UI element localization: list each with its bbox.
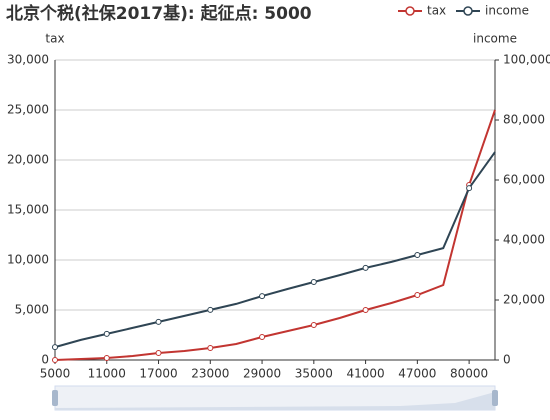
x-tick-label: 29000 xyxy=(243,367,281,381)
point xyxy=(155,318,162,325)
series-line xyxy=(54,151,496,349)
y2-tick-label: 40,000 xyxy=(503,233,545,247)
point xyxy=(207,306,214,313)
x-tick-label: 47000 xyxy=(398,367,436,381)
legend-marker xyxy=(405,6,415,16)
point xyxy=(310,279,317,285)
legend-label: tax xyxy=(427,4,446,18)
y-tick-label: 10,000 xyxy=(7,253,49,267)
y-tick-label: 5,000 xyxy=(15,303,49,317)
point xyxy=(259,334,266,340)
point xyxy=(362,264,369,271)
x-tick-label: 17000 xyxy=(139,367,177,381)
point xyxy=(52,357,58,363)
point xyxy=(52,344,58,351)
point xyxy=(414,292,421,298)
x-tick-label: 11000 xyxy=(88,367,126,381)
data-zoom[interactable] xyxy=(52,385,498,411)
x-tick-label: 5000 xyxy=(40,367,71,381)
point xyxy=(259,293,266,300)
y-tick-label: 30,000 xyxy=(7,53,49,67)
x-tick-label: 41000 xyxy=(346,367,384,381)
zoom-preview xyxy=(55,392,495,410)
y-tick-label: 25,000 xyxy=(7,103,49,117)
point xyxy=(103,330,110,337)
y-tick-label: 15,000 xyxy=(7,203,49,217)
legend-label: income xyxy=(485,4,529,18)
x-tick-label: 23000 xyxy=(191,367,229,381)
point xyxy=(466,185,473,192)
y2-tick-label: 60,000 xyxy=(503,173,545,187)
y2-tick-label: 0 xyxy=(503,353,511,367)
y2-tick-label: 100,000 xyxy=(503,53,550,67)
point xyxy=(155,350,162,356)
y2-tick-label: 20,000 xyxy=(503,293,545,307)
y-axis-label: tax xyxy=(45,32,64,46)
y2-axis-label: income xyxy=(473,32,517,46)
point xyxy=(207,345,214,351)
y-tick-label: 20,000 xyxy=(7,153,49,167)
legend-marker xyxy=(463,6,473,16)
point xyxy=(362,307,369,313)
point xyxy=(414,252,421,258)
zoom-handle[interactable] xyxy=(492,390,498,406)
y2-tick-label: 80,000 xyxy=(503,113,545,127)
point xyxy=(103,355,110,361)
point xyxy=(310,322,317,328)
y-tick-label: 0 xyxy=(41,353,49,367)
zoom-handle[interactable] xyxy=(52,390,58,406)
x-tick-label: 80000 xyxy=(450,367,488,381)
x-tick-label: 35000 xyxy=(295,367,333,381)
chart-title: 北京个税(社保2017基): 起征点: 5000 xyxy=(6,3,312,24)
series-line xyxy=(54,109,496,361)
